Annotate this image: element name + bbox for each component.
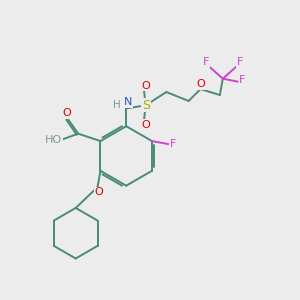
Text: O: O [141, 81, 150, 91]
Text: O: O [62, 108, 71, 118]
Text: S: S [142, 99, 150, 112]
Text: O: O [141, 120, 150, 130]
Text: HO: HO [45, 135, 62, 145]
Text: O: O [94, 187, 103, 197]
Text: F: F [239, 75, 246, 85]
Text: F: F [237, 57, 243, 67]
Text: F: F [203, 57, 209, 67]
Text: H: H [113, 100, 121, 110]
Text: N: N [124, 97, 133, 107]
Text: O: O [197, 79, 206, 89]
Text: F: F [170, 139, 176, 149]
